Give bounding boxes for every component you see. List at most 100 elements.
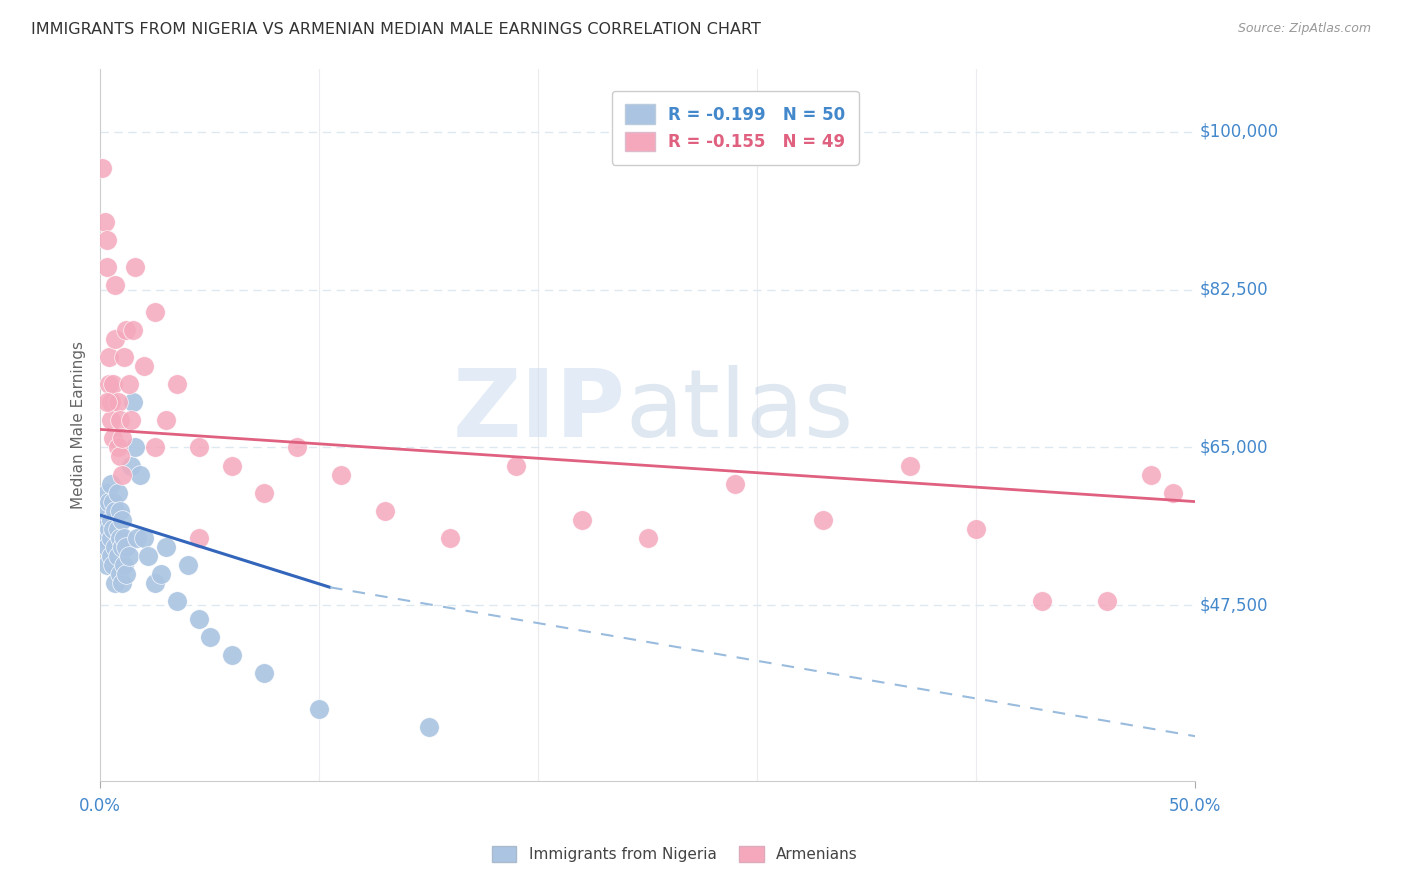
Point [724,476,747,491]
Y-axis label: Median Male Earnings: Median Male Earnings [72,341,86,509]
Point [187,441,209,455]
Text: $82,500: $82,500 [1199,281,1268,299]
Point [107,395,129,409]
Point [418,720,440,734]
Point [111,467,134,482]
Point [107,549,129,563]
Point [108,531,131,545]
Point [965,522,987,536]
Text: ZIP: ZIP [453,365,626,457]
Point [96,395,118,409]
Point [115,323,138,337]
Point [1031,594,1053,608]
Point [104,503,127,517]
Point [637,531,659,545]
Point [97,494,120,508]
Point [143,575,166,590]
Point [103,377,125,392]
Point [505,458,527,473]
Point [143,441,166,455]
Point [97,377,120,392]
Point [100,395,122,409]
Point [96,540,118,554]
Point [117,549,139,563]
Point [112,531,135,545]
Point [100,476,122,491]
Point [221,648,243,662]
Point [177,558,200,572]
Point [93,503,115,517]
Point [122,323,145,337]
Point [108,566,131,581]
Point [96,233,118,247]
Point [107,522,129,536]
Point [150,566,173,581]
Point [122,395,145,409]
Point [136,549,159,563]
Point [117,377,139,392]
Point [1097,594,1119,608]
Legend: Immigrants from Nigeria, Armenians: Immigrants from Nigeria, Armenians [486,839,863,868]
Point [111,432,134,446]
Point [111,513,134,527]
Text: $100,000: $100,000 [1199,123,1278,141]
Legend: R = -0.199   N = 50, R = -0.155   N = 49: R = -0.199 N = 50, R = -0.155 N = 49 [612,91,859,165]
Point [124,441,146,455]
Point [374,503,396,517]
Point [100,513,122,527]
Point [253,485,276,500]
Point [1161,485,1184,500]
Text: $47,500: $47,500 [1199,597,1268,615]
Point [108,503,131,517]
Point [221,458,243,473]
Point [128,467,150,482]
Point [308,702,330,716]
Text: Source: ZipAtlas.com: Source: ZipAtlas.com [1237,22,1371,36]
Point [108,413,131,427]
Point [112,350,135,364]
Point [166,377,188,392]
Point [198,630,221,644]
Point [97,350,120,364]
Point [115,540,138,554]
Point [898,458,921,473]
Point [91,161,114,175]
Point [107,441,129,455]
Point [97,522,120,536]
Point [1140,467,1163,482]
Text: IMMIGRANTS FROM NIGERIA VS ARMENIAN MEDIAN MALE EARNINGS CORRELATION CHART: IMMIGRANTS FROM NIGERIA VS ARMENIAN MEDI… [31,22,761,37]
Point [104,278,127,293]
Point [108,450,131,464]
Point [111,540,134,554]
Point [111,575,134,590]
Point [132,531,155,545]
Text: atlas: atlas [626,365,853,457]
Point [115,566,138,581]
Point [330,467,353,482]
Point [285,441,308,455]
Point [96,485,118,500]
Point [187,531,209,545]
Point [100,413,122,427]
Point [166,594,188,608]
Point [104,540,127,554]
Point [100,531,122,545]
Point [104,332,127,346]
Point [104,575,127,590]
Point [155,413,177,427]
Point [143,305,166,319]
Point [96,558,118,572]
Point [439,531,461,545]
Point [100,549,122,563]
Text: $65,000: $65,000 [1199,439,1268,457]
Point [253,666,276,681]
Point [103,558,125,572]
Point [103,494,125,508]
Point [120,413,142,427]
Point [120,458,142,473]
Point [103,522,125,536]
Point [127,531,149,545]
Point [124,260,146,274]
Point [132,359,155,374]
Point [93,531,115,545]
